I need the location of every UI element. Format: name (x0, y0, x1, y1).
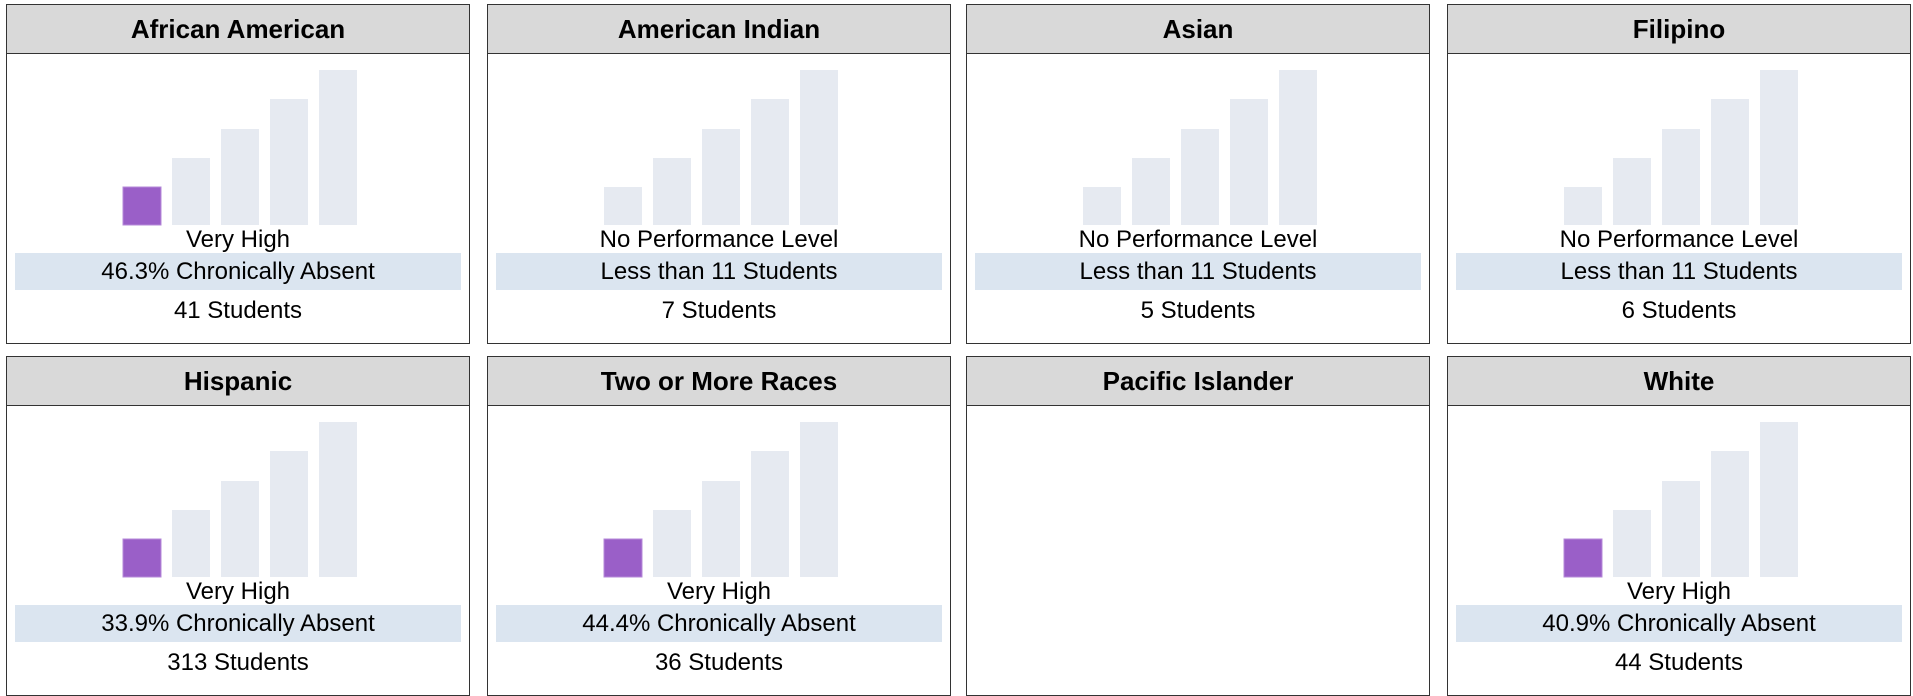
status-label: No Performance Level (1078, 226, 1318, 253)
gauge-bar (702, 481, 740, 577)
group-title: Hispanic (7, 357, 469, 406)
rate-label: 33.9% Chronically Absent (101, 610, 375, 637)
rate-band (15, 605, 461, 642)
gauge-bar (1711, 99, 1749, 225)
level-gauge (604, 70, 838, 225)
group-title: White (1448, 357, 1910, 406)
rate-label: Less than 11 Students (1079, 258, 1317, 285)
group-card: White Very High 40.9% Chronically Absent 44… (1447, 356, 1911, 696)
gauge-bar (1613, 510, 1651, 577)
gauge-bar (751, 451, 789, 577)
gauge-bar (653, 158, 691, 225)
level-gauge (1563, 422, 1798, 578)
status-label: No Performance Level (599, 226, 839, 253)
group-title: Pacific Islander (967, 357, 1429, 406)
group-card: Asian No Performance Level Less than 11 St… (966, 4, 1430, 344)
rate-label: Less than 11 Students (600, 258, 838, 285)
gauge-bar (1613, 158, 1651, 225)
rate-label: 46.3% Chronically Absent (101, 258, 375, 285)
level-gauge (1564, 70, 1798, 225)
gauge-bar (1760, 422, 1798, 577)
gauge-bar (1230, 99, 1268, 225)
gauge-bar (1711, 451, 1749, 577)
gauge-bar (604, 187, 642, 225)
group-card: American Indian No Performance Level Less … (487, 4, 951, 344)
gauge-bar (1132, 158, 1170, 225)
group-title: African American (7, 5, 469, 54)
gauge-bar (1083, 187, 1121, 225)
gauge-bar (1279, 70, 1317, 225)
rate-band (496, 605, 942, 642)
status-label: No Performance Level (1559, 226, 1799, 253)
gauge-bar (221, 129, 259, 225)
students-label: 44 Students (1614, 649, 1744, 676)
gauge-bar (800, 70, 838, 225)
gauge-bar (221, 481, 259, 577)
gauge-bar (1563, 538, 1603, 578)
gauge-bar (800, 422, 838, 577)
gauge-bar (1662, 481, 1700, 577)
level-gauge (122, 70, 357, 226)
gauge-bar (1564, 187, 1602, 225)
gauge-bar (1181, 129, 1219, 225)
students-label: 6 Students (1621, 297, 1737, 324)
group-title: Filipino (1448, 5, 1910, 54)
gauge-bar (1760, 70, 1798, 225)
gauge-bar (172, 158, 210, 225)
rate-band (1456, 253, 1902, 290)
rate-label: Less than 11 Students (1560, 258, 1798, 285)
group-title: Asian (967, 5, 1429, 54)
gauge-bar (270, 451, 308, 577)
group-card: Two or More Races Very High 44.4% Chronica… (487, 356, 951, 696)
rate-band (15, 253, 461, 290)
group-card: Pacific Islander (966, 356, 1430, 696)
rate-label: 40.9% Chronically Absent (1542, 610, 1816, 637)
group-card: Hispanic Very High 33.9% Chronically Absen… (6, 356, 470, 696)
gauge-bar (653, 510, 691, 577)
rate-label: 44.4% Chronically Absent (582, 610, 856, 637)
group-title: Two or More Races (488, 357, 950, 406)
gauge-bar (172, 510, 210, 577)
level-gauge (603, 422, 838, 578)
students-label: 7 Students (661, 297, 777, 324)
students-label: 313 Students (167, 649, 309, 676)
rate-band (1456, 605, 1902, 642)
gauge-bar (319, 422, 357, 577)
gauge-bar (122, 538, 162, 578)
gauge-bar (603, 538, 643, 578)
students-label: 36 Students (654, 649, 784, 676)
gauge-bar (751, 99, 789, 225)
status-label: Very High (185, 578, 291, 605)
gauge-bar (702, 129, 740, 225)
students-label: 5 Students (1140, 297, 1256, 324)
group-title: American Indian (488, 5, 950, 54)
rate-band (975, 253, 1421, 290)
group-card: African American Very High 46.3% Chronical… (6, 4, 470, 344)
gauge-bar (1662, 129, 1700, 225)
gauge-bar (270, 99, 308, 225)
gauge-bar (122, 186, 162, 226)
group-card: Filipino No Performance Level Less than 11… (1447, 4, 1911, 344)
level-gauge (122, 422, 357, 578)
students-label: 41 Students (173, 297, 303, 324)
gauge-bar (319, 70, 357, 225)
rate-band (496, 253, 942, 290)
status-label: Very High (185, 226, 291, 253)
status-label: Very High (1626, 578, 1732, 605)
status-label: Very High (666, 578, 772, 605)
level-gauge (1083, 70, 1317, 225)
